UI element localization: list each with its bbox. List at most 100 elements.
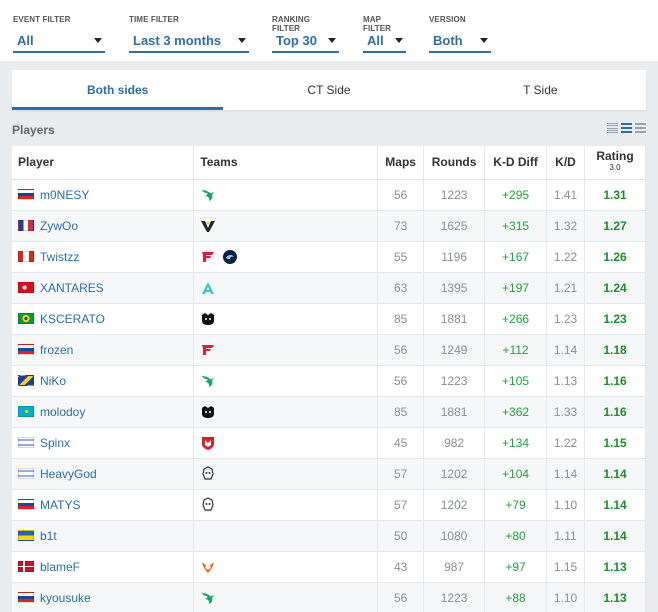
furia-icon[interactable] (200, 311, 216, 327)
table-row: XANTARES 63 1395 +197 1.21 1.24 (12, 272, 647, 304)
header-kd[interactable]: K/D (546, 146, 585, 180)
ranking-filter[interactable]: RANKING FILTER Top 30 (272, 15, 339, 53)
header-rounds[interactable]: Rounds (423, 146, 486, 180)
kd-cell: 1.33 (546, 396, 585, 428)
player-cell: NiKo (12, 365, 195, 397)
map-filter[interactable]: MAP FILTER All (363, 15, 406, 53)
version-filter-value: Both (433, 32, 463, 48)
maps-cell: 57 (377, 458, 425, 490)
rating-cell: 1.15 (584, 427, 647, 459)
falcons-icon[interactable] (200, 187, 216, 203)
player-link[interactable]: molodoy (40, 404, 86, 419)
time-filter-label: TIME FILTER (129, 15, 179, 24)
filter-bar: EVENT FILTER All TIME FILTER Last 3 mont… (0, 0, 658, 61)
player-link[interactable]: KSCERATO (40, 311, 105, 326)
time-filter-select[interactable]: Last 3 months (129, 29, 249, 53)
rating-cell: 1.13 (584, 582, 647, 612)
kd-diff-cell: +295 (484, 179, 548, 211)
falcons-icon[interactable] (200, 590, 216, 606)
player-link[interactable]: MATYS (40, 497, 81, 512)
table-row: frozen 56 1249 +112 1.14 1.18 (12, 334, 647, 366)
header-rating-version: 3.0 (609, 163, 621, 173)
kd-diff-cell: +105 (484, 365, 548, 397)
event-filter-label: EVENT FILTER (13, 15, 71, 24)
version-filter[interactable]: VERSION Both (429, 15, 491, 53)
maps-cell: 56 (377, 582, 425, 612)
teams-cell (193, 272, 379, 304)
player-link[interactable]: XANTARES (40, 280, 104, 295)
player-link[interactable]: frozen (40, 342, 74, 357)
kd-diff-cell: +97 (484, 551, 548, 583)
maps-cell: 85 (377, 396, 425, 428)
list-icon[interactable] (621, 123, 632, 133)
flag-icon (18, 561, 34, 572)
kd-cell: 1.14 (546, 334, 585, 366)
maps-cell: 45 (377, 427, 425, 459)
player-link[interactable]: b1t (40, 528, 57, 543)
event-filter[interactable]: EVENT FILTER All (13, 15, 105, 53)
rating-cell: 1.31 (584, 179, 647, 211)
aurora-icon[interactable] (200, 280, 216, 296)
ranking-filter-select[interactable]: Top 30 (272, 29, 339, 53)
side-tabs: Both sides CT Side T Side (12, 70, 646, 110)
header-teams: Teams (193, 146, 379, 180)
table-row: HeavyGod 57 1202 +104 1.14 1.14 (12, 458, 647, 490)
rounds-cell: 1881 (423, 396, 486, 428)
player-link[interactable]: NiKo (40, 373, 67, 388)
section-title: Players (12, 123, 55, 137)
rounds-cell: 1625 (423, 210, 486, 242)
tab-t-side[interactable]: T Side (523, 83, 558, 97)
fnatic-icon[interactable] (200, 559, 216, 575)
header-player[interactable]: Player (12, 146, 195, 180)
vitality-icon[interactable] (200, 218, 216, 234)
flag-icon (18, 251, 34, 262)
rating-cell: 1.18 (584, 334, 647, 366)
player-cell: frozen (12, 334, 195, 366)
player-link[interactable]: m0NESY (40, 187, 90, 202)
kd-diff-cell: +88 (484, 582, 548, 612)
faze-icon[interactable] (200, 249, 216, 265)
map-filter-select[interactable]: All (363, 29, 406, 53)
teams-cell (193, 334, 379, 366)
chevron-down-icon (395, 37, 403, 43)
rounds-cell: 987 (423, 551, 486, 583)
maps-cell: 56 (377, 334, 425, 366)
header-rating[interactable]: Rating 3.0 (584, 146, 647, 180)
player-link[interactable]: ZywOo (40, 218, 79, 233)
tab-both-sides[interactable]: Both sides (12, 70, 224, 110)
time-filter[interactable]: TIME FILTER Last 3 months (129, 15, 249, 53)
version-filter-select[interactable]: Both (429, 29, 491, 53)
compact-list-icon[interactable] (607, 123, 618, 133)
teams-cell (193, 241, 379, 273)
falcons-icon[interactable] (200, 373, 216, 389)
rating-cell: 1.13 (584, 551, 647, 583)
teams-cell (193, 427, 379, 459)
g2-icon[interactable] (200, 496, 216, 513)
teams-cell (193, 210, 379, 242)
player-link[interactable]: Twistzz (40, 249, 80, 264)
player-link[interactable]: kyousuke (40, 590, 91, 605)
maps-cell: 55 (377, 241, 425, 273)
kd-diff-cell: +315 (484, 210, 548, 242)
kd-diff-cell: +362 (484, 396, 548, 428)
rounds-cell: 1223 (423, 582, 486, 612)
chevron-down-icon (480, 37, 488, 43)
g2-icon[interactable] (200, 465, 216, 482)
player-link[interactable]: HeavyGod (40, 466, 97, 481)
tab-ct-side[interactable]: CT Side (307, 83, 351, 97)
mouz-icon[interactable] (200, 435, 216, 451)
event-filter-select[interactable]: All (13, 29, 105, 53)
rating-cell: 1.14 (584, 489, 647, 521)
header-maps[interactable]: Maps (377, 146, 425, 180)
kd-cell: 1.15 (546, 551, 585, 583)
header-kd-diff[interactable]: K-D Diff (484, 146, 548, 180)
wide-list-icon[interactable] (635, 123, 646, 133)
player-link[interactable]: Spinx (40, 435, 71, 450)
faze-icon[interactable] (200, 342, 216, 358)
furia-icon[interactable] (200, 404, 216, 420)
player-link[interactable]: blameF (40, 559, 81, 574)
liquid-icon[interactable] (222, 249, 238, 265)
rating-cell: 1.14 (584, 520, 647, 552)
rating-cell: 1.16 (584, 396, 647, 428)
player-cell: ZywOo (12, 210, 195, 242)
